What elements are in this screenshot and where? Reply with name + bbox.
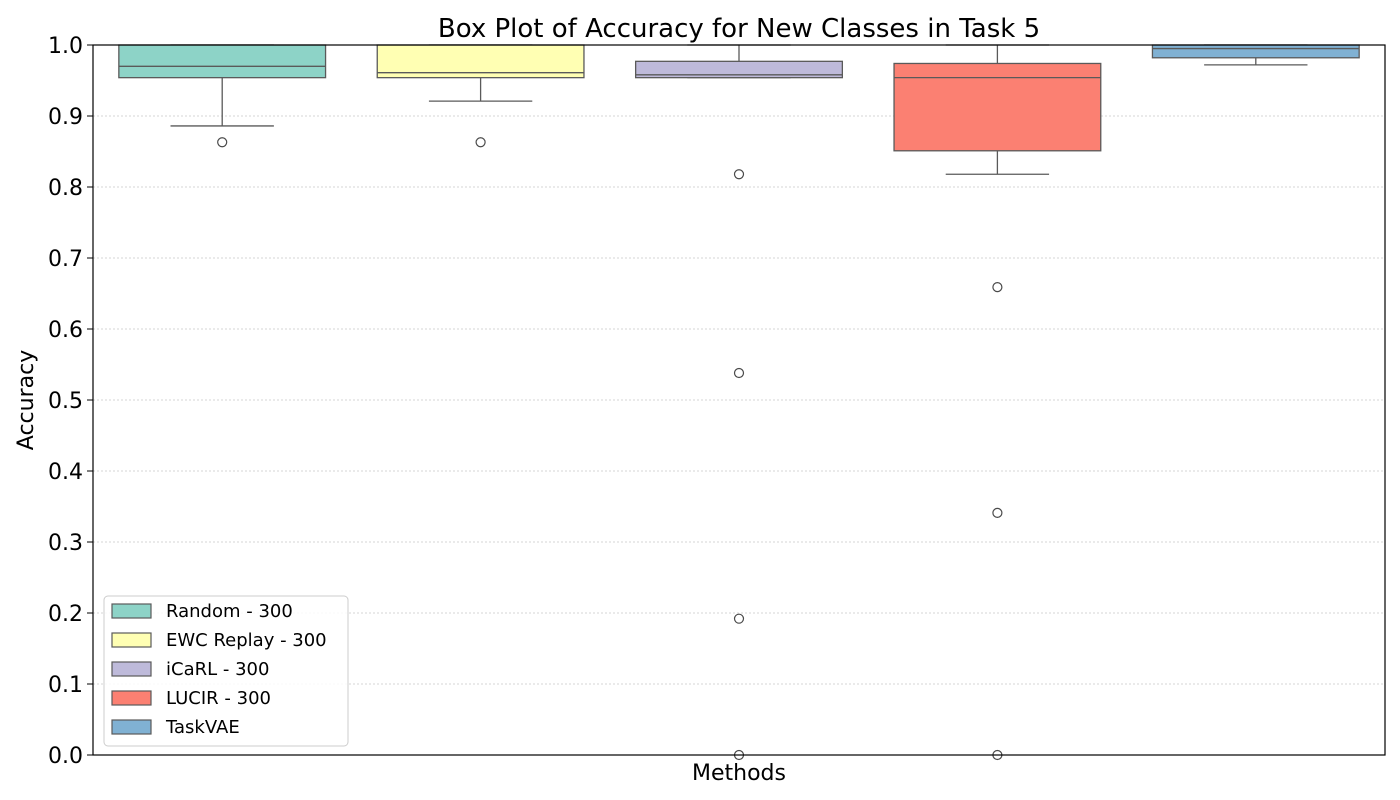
- y-tick-label: 0.9: [48, 105, 83, 130]
- chart-title: Box Plot of Accuracy for New Classes in …: [438, 14, 1040, 44]
- box-icarl-300: [634, 44, 844, 761]
- outlier-point: [992, 507, 1003, 518]
- legend-label: iCaRL - 300: [166, 659, 269, 680]
- outlier-point: [733, 367, 745, 379]
- box-taskvae: [1151, 44, 1360, 66]
- y-tick-label: 0.1: [48, 673, 83, 698]
- y-tick-label: 0.4: [48, 460, 83, 485]
- box-lucir-300: [893, 44, 1102, 761]
- box-ewc-replay-300: [376, 44, 585, 148]
- iqr-box: [118, 44, 327, 79]
- iqr-box: [893, 62, 1102, 152]
- iqr-box: [1151, 44, 1360, 59]
- outlier-point: [733, 169, 745, 180]
- outlier-point: [733, 613, 745, 624]
- y-tick-label: 0.0: [48, 744, 83, 769]
- y-axis-label: Accuracy: [14, 350, 39, 450]
- box-random-300: [118, 44, 327, 148]
- grid-lines: [93, 115, 1385, 685]
- y-tick-label: 0.3: [48, 531, 83, 556]
- legend-swatch: [111, 719, 152, 735]
- y-tick-label: 1.0: [48, 34, 83, 59]
- legend-frame: [103, 595, 349, 747]
- legend-label: LUCIR - 300: [166, 688, 271, 709]
- legend-swatch: [111, 632, 152, 648]
- outlier-point: [217, 137, 228, 148]
- iqr-box: [634, 60, 844, 79]
- y-tick-label: 0.6: [48, 318, 83, 343]
- legend-swatch: [111, 661, 152, 677]
- x-axis-label: Methods: [692, 761, 786, 786]
- y-axis: 0.0 0.1 0.2 0.3 0.4 0.5 0.6 0.7 0.8 0.9 1.0: [48, 34, 93, 769]
- y-tick-label: 0.8: [48, 176, 83, 201]
- legend: Random - 300 EWC Replay - 300 iCaRL - 300 L…: [103, 595, 349, 747]
- legend-label: TaskVAE: [165, 717, 240, 738]
- outlier-point: [475, 137, 486, 148]
- y-tick-label: 0.5: [48, 389, 83, 414]
- legend-label: Random - 300: [166, 601, 293, 622]
- y-tick-label: 0.2: [48, 602, 83, 627]
- outlier-point: [992, 282, 1003, 293]
- legend-swatch: [111, 603, 152, 619]
- legend-swatch: [111, 690, 152, 706]
- y-tick-label: 0.7: [48, 247, 83, 272]
- legend-label: EWC Replay - 300: [166, 630, 327, 651]
- plot-area: [118, 44, 1360, 761]
